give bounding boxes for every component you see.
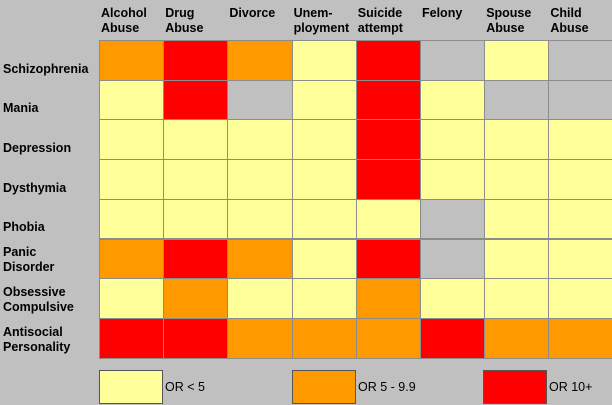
heatmap-cell (420, 79, 486, 121)
heatmap-cell (227, 238, 293, 280)
heatmap-cell (291, 278, 357, 319)
heatmap-cell (548, 40, 612, 81)
heatmap-cell (420, 238, 486, 280)
heatmap-cell (163, 198, 229, 240)
heatmap-cell (355, 238, 421, 280)
row-header: Panic Disorder (3, 245, 55, 275)
heatmap-cell (484, 79, 550, 121)
heatmap-cell (291, 317, 357, 359)
heatmap-cell (163, 238, 229, 280)
heatmap-cell (227, 40, 293, 81)
heatmap-cell (420, 119, 486, 161)
row-header: Mania (3, 101, 39, 116)
heatmap-cell (227, 198, 293, 240)
heatmap-cell (355, 40, 421, 81)
heatmap-cell (163, 79, 229, 121)
heatmap-cell (484, 119, 550, 161)
heatmap-cell (548, 79, 612, 121)
heatmap-cell (163, 278, 229, 319)
heatmap-cell (484, 159, 550, 200)
heatmap-cell (227, 119, 293, 161)
heatmap-cell (227, 79, 293, 121)
heatmap-cell (291, 198, 357, 240)
column-header: Spouse Abuse (486, 6, 532, 35)
legend-label: OR 5 - 9.9 (358, 379, 416, 394)
heatmap-cell (291, 119, 357, 161)
heatmap-cell (291, 159, 357, 200)
heatmap-cell (484, 238, 550, 280)
heatmap-cell (548, 317, 612, 359)
heatmap-cell (355, 119, 421, 161)
legend-label: OR 10+ (549, 379, 593, 394)
column-header: Alcohol Abuse (101, 6, 147, 35)
heatmap-cell (420, 198, 486, 240)
heatmap-cell (355, 198, 421, 240)
heatmap-cell (99, 119, 165, 161)
row-header: Depression (3, 141, 72, 156)
heatmap-cell (227, 159, 293, 200)
heatmap-cell (355, 317, 421, 359)
heatmap-cell (291, 40, 357, 81)
heatmap-cell (291, 238, 357, 280)
row-header: Obsessive Compulsive (3, 284, 74, 314)
column-header: Suicide attempt (357, 6, 403, 35)
heatmap-cell (548, 238, 612, 280)
heatmap-cell (420, 40, 486, 81)
heatmap-cell (484, 278, 550, 319)
heatmap-cell (99, 278, 165, 319)
row-header: Dysthymia (3, 180, 67, 195)
heatmap-cell (420, 278, 486, 319)
heatmap-cell (99, 238, 165, 280)
heatmap-cell (227, 278, 293, 319)
column-header: Child Abuse (550, 6, 589, 35)
row-header: Schizophrenia (3, 61, 89, 76)
heatmap-cell (163, 317, 229, 359)
heatmap-cell (548, 278, 612, 319)
column-header: Unem- ployment (293, 6, 350, 35)
heatmap-cell (355, 79, 421, 121)
heatmap-cell (99, 198, 165, 240)
heatmap-cell (484, 40, 550, 81)
legend-swatch (99, 369, 163, 404)
heatmap-cell (99, 40, 165, 81)
heatmap-cell (163, 40, 229, 81)
legend-swatch (483, 369, 547, 404)
heatmap-cell (99, 317, 165, 359)
heatmap-cell (548, 119, 612, 161)
legend-label: OR < 5 (165, 379, 205, 394)
row-header: Phobia (3, 220, 45, 235)
heatmap-cell (291, 79, 357, 121)
heatmap-cell (484, 198, 550, 240)
heatmap-cell (548, 198, 612, 240)
heatmap-cell (484, 317, 550, 359)
heatmap-cell (99, 79, 165, 121)
heatmap-cell (420, 159, 486, 200)
column-header: Drug Abuse (165, 6, 204, 35)
row-header: Antisocial Personality (3, 324, 71, 354)
heatmap-cell (163, 159, 229, 200)
heatmap-cell (163, 119, 229, 161)
heatmap-cell (355, 278, 421, 319)
heatmap-cell (548, 159, 612, 200)
heatmap-cell (99, 159, 165, 200)
column-header: Felony (422, 6, 463, 20)
heatmap-cell (355, 159, 421, 200)
heatmap-cell (227, 317, 293, 359)
heatmap-cell (420, 317, 486, 359)
legend-swatch (292, 369, 356, 404)
column-header: Divorce (229, 6, 276, 20)
